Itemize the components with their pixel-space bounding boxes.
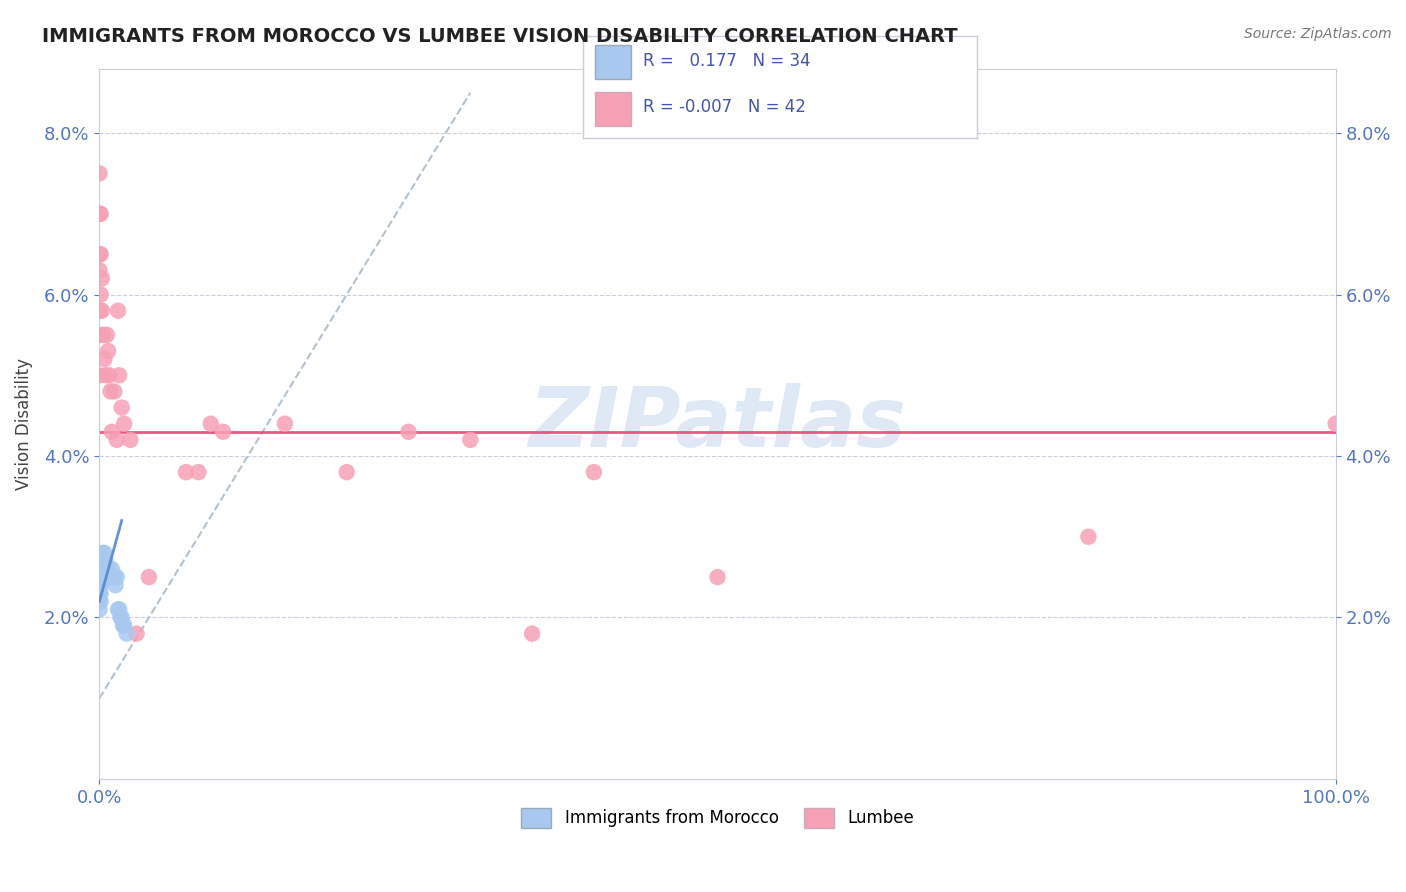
Point — [89, 586, 111, 600]
Point — [90, 594, 112, 608]
Point — [107, 303, 129, 318]
Text: IMMIGRANTS FROM MOROCCO VS LUMBEE VISION DISABILITY CORRELATION CHART: IMMIGRANTS FROM MOROCCO VS LUMBEE VISION… — [42, 27, 957, 45]
Point — [101, 562, 124, 576]
Point — [90, 562, 112, 576]
Point — [89, 578, 111, 592]
Point — [94, 554, 117, 568]
Point — [107, 602, 129, 616]
Text: R = -0.007   N = 42: R = -0.007 N = 42 — [643, 98, 806, 117]
Point — [89, 327, 111, 342]
Point — [89, 247, 111, 261]
Point — [108, 368, 131, 383]
Point — [96, 327, 118, 342]
Point — [89, 303, 111, 318]
Point — [89, 554, 111, 568]
Point — [90, 287, 112, 301]
Point — [105, 570, 128, 584]
FancyBboxPatch shape — [595, 45, 631, 78]
Point — [101, 570, 124, 584]
Point — [120, 433, 142, 447]
Point — [89, 207, 111, 221]
Point — [112, 417, 135, 431]
Point — [1324, 417, 1347, 431]
Point — [138, 570, 160, 584]
Point — [90, 247, 112, 261]
Point — [187, 465, 209, 479]
Point — [110, 610, 132, 624]
Text: Source: ZipAtlas.com: Source: ZipAtlas.com — [1244, 27, 1392, 41]
Point — [94, 368, 117, 383]
Text: ZIPatlas: ZIPatlas — [529, 384, 907, 464]
Point — [212, 425, 235, 439]
Point — [100, 384, 122, 399]
Point — [91, 546, 114, 560]
Point — [100, 570, 122, 584]
Point — [93, 546, 115, 560]
Point — [90, 271, 112, 285]
Point — [111, 401, 134, 415]
Point — [89, 594, 111, 608]
Point — [115, 626, 138, 640]
Point — [174, 465, 197, 479]
Point — [103, 384, 125, 399]
Point — [103, 570, 125, 584]
Point — [97, 570, 120, 584]
Point — [91, 327, 114, 342]
Point — [97, 344, 120, 359]
Point — [104, 578, 127, 592]
Point — [90, 578, 112, 592]
Point — [1077, 530, 1099, 544]
Point — [93, 352, 115, 367]
FancyBboxPatch shape — [595, 92, 631, 126]
Point — [90, 207, 112, 221]
Point — [111, 610, 134, 624]
Point — [460, 433, 482, 447]
Point — [89, 263, 111, 277]
Point — [105, 433, 128, 447]
Point — [200, 417, 222, 431]
Point — [90, 303, 112, 318]
Point — [336, 465, 359, 479]
Y-axis label: Vision Disability: Vision Disability — [15, 358, 32, 490]
Point — [90, 570, 112, 584]
Point — [706, 570, 728, 584]
Point — [90, 554, 112, 568]
Point — [90, 586, 112, 600]
Point — [90, 570, 112, 584]
Point — [89, 602, 111, 616]
Point — [125, 626, 148, 640]
Point — [89, 166, 111, 180]
Point — [98, 368, 121, 383]
Point — [96, 562, 118, 576]
Point — [90, 562, 112, 576]
Point — [274, 417, 297, 431]
Point — [112, 618, 135, 632]
Point — [89, 368, 111, 383]
Point — [111, 618, 134, 632]
Point — [101, 425, 124, 439]
Point — [520, 626, 543, 640]
Point — [98, 562, 121, 576]
Point — [582, 465, 605, 479]
Legend: Immigrants from Morocco, Lumbee: Immigrants from Morocco, Lumbee — [515, 801, 921, 835]
Point — [108, 602, 131, 616]
Text: R =   0.177   N = 34: R = 0.177 N = 34 — [643, 53, 810, 70]
Point — [398, 425, 420, 439]
Point — [89, 570, 111, 584]
Point — [91, 554, 114, 568]
